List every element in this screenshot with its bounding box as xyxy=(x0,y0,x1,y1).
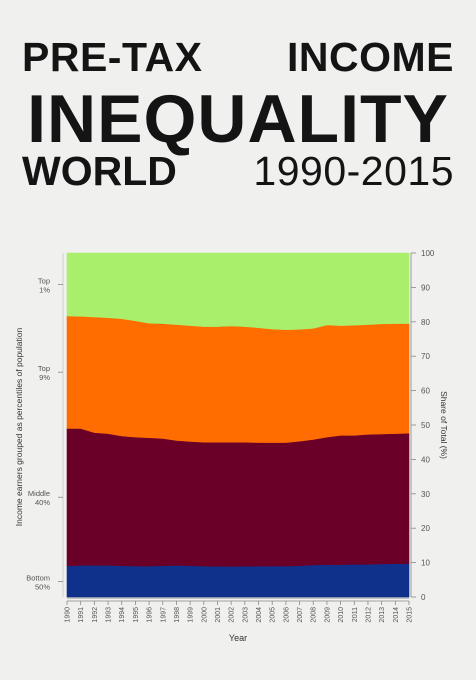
left-axis-title: Income earners grouped as percentiles of… xyxy=(14,328,24,527)
group-label-top-9--line1: Top xyxy=(38,364,50,373)
title-line-1: PRE-TAX INCOME xyxy=(22,34,454,81)
x-tick-label-2008: 2008 xyxy=(311,607,318,623)
y-tick-label-100: 100 xyxy=(421,249,435,258)
x-tick-label-2004: 2004 xyxy=(256,607,263,623)
y-tick-label-90: 90 xyxy=(421,283,430,292)
x-tick-label-1995: 1995 xyxy=(133,607,140,623)
x-tick-label-2005: 2005 xyxy=(270,607,277,623)
x-tick-label-1991: 1991 xyxy=(78,607,85,623)
title-word-world: WORLD xyxy=(22,148,177,194)
x-tick-label-2001: 2001 xyxy=(215,607,222,623)
y-axis-title: Share of Total (%) xyxy=(439,391,449,459)
y-tick-label-50: 50 xyxy=(421,421,430,430)
area-middle-40- xyxy=(66,428,410,567)
x-tick-label-2009: 2009 xyxy=(324,607,331,623)
title-line-2: INEQUALITY xyxy=(22,80,454,158)
group-label-top-9--line2: 9% xyxy=(39,373,50,382)
x-tick-label-1990: 1990 xyxy=(65,607,72,623)
group-label-top-1--line1: Top xyxy=(38,276,50,285)
area-top-1- xyxy=(66,252,410,331)
x-tick-label-1998: 1998 xyxy=(174,607,181,623)
title-line-3: WORLD 1990-2015 xyxy=(22,148,454,195)
y-tick-label-20: 20 xyxy=(421,524,430,533)
x-tick-label-2003: 2003 xyxy=(242,607,249,623)
title-word-pre-tax: PRE-TAX xyxy=(22,34,203,80)
title-years: 1990-2015 xyxy=(253,148,454,194)
y-tick-label-40: 40 xyxy=(421,455,430,464)
x-tick-label-2007: 2007 xyxy=(297,607,304,623)
x-tick-label-2010: 2010 xyxy=(338,607,345,623)
x-tick-label-2012: 2012 xyxy=(365,607,372,623)
x-tick-label-2015: 2015 xyxy=(407,607,414,623)
y-tick-label-10: 10 xyxy=(421,559,430,568)
group-label-top-1--line2: 1% xyxy=(39,285,50,294)
x-tick-label-1997: 1997 xyxy=(160,607,167,623)
x-tick-label-1993: 1993 xyxy=(106,607,113,623)
x-tick-label-1994: 1994 xyxy=(119,607,126,623)
x-tick-label-2000: 2000 xyxy=(201,607,208,623)
group-label-middle-40--line1: Middle xyxy=(28,489,50,498)
y-tick-label-0: 0 xyxy=(421,593,426,602)
x-tick-label-2002: 2002 xyxy=(229,607,236,623)
x-tick-label-1999: 1999 xyxy=(188,607,195,623)
group-label-middle-40--line2: 40% xyxy=(35,498,50,507)
x-tick-label-1996: 1996 xyxy=(147,607,154,623)
group-label-bottom-50--line2: 50% xyxy=(35,583,50,592)
y-tick-label-30: 30 xyxy=(421,490,430,499)
x-tick-label-1992: 1992 xyxy=(92,607,99,623)
y-tick-label-60: 60 xyxy=(421,387,430,396)
x-tick-label-2013: 2013 xyxy=(379,607,386,623)
x-axis-title: Year xyxy=(229,633,247,643)
group-label-bottom-50--line1: Bottom xyxy=(26,574,50,583)
x-tick-label-2014: 2014 xyxy=(393,607,400,623)
y-tick-label-80: 80 xyxy=(421,318,430,327)
area-bottom-50- xyxy=(66,563,410,598)
area-top-9- xyxy=(66,315,410,443)
title-word-inequality: INEQUALITY xyxy=(27,81,449,157)
x-tick-label-2006: 2006 xyxy=(283,607,290,623)
y-tick-label-70: 70 xyxy=(421,352,430,361)
x-tick-label-2011: 2011 xyxy=(352,607,359,622)
title-word-income: INCOME xyxy=(287,34,454,80)
